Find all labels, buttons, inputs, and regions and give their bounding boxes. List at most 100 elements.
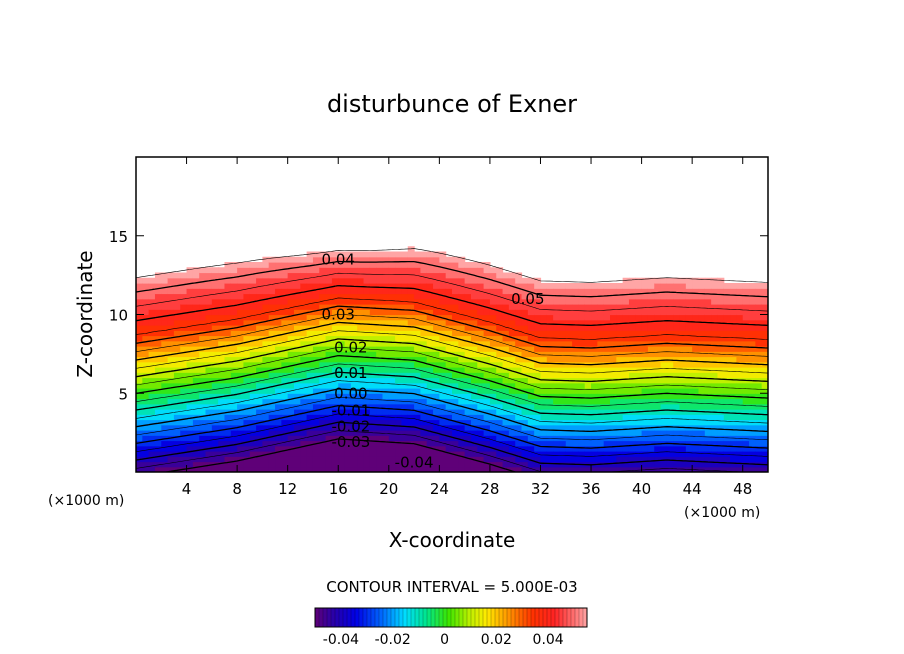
contour-cell [199,309,207,316]
contour-cell [572,325,579,331]
contour-cell [483,372,491,379]
contour-cell [761,424,768,431]
contour-cell [331,451,339,457]
contour-cell [433,304,440,310]
contour-cell [363,325,371,331]
contour-cell [401,393,409,400]
contour-cell [401,251,409,258]
contour-cell [635,304,643,310]
contour-cell [294,262,301,268]
contour-cell [635,393,643,400]
contour-cell [445,309,453,316]
contour-cell [559,288,567,295]
contour-cell [521,288,529,295]
contour-cell [666,398,674,405]
contour-cell [136,435,143,442]
contour-cell [338,346,346,352]
contour-cell [508,309,516,316]
contour-cell [464,435,472,442]
contour-cell [319,277,327,284]
contour-cell [325,304,333,310]
contour-cell [591,403,598,410]
contour-cell [192,377,200,384]
contour-cell [603,325,611,331]
contour-cell [382,409,390,415]
contour-cell [610,293,617,300]
contour-cell [350,346,358,352]
contour-cell [616,356,624,363]
contour-cell [508,304,516,310]
contour-cell [407,267,415,274]
contour-cell [654,461,662,468]
contour-cell [363,351,371,358]
contour-cell [230,314,238,321]
contour-cell [243,461,251,468]
contour-cell [306,361,314,368]
contour-cell [275,430,282,436]
contour-cell [464,267,472,274]
contour-cell [591,424,598,431]
contour-cell [192,367,200,373]
contour-cell [679,309,687,316]
contour-cell [692,340,700,347]
colorbar-frame [314,607,588,628]
contour-cell [452,262,459,268]
contour-cell [237,262,245,268]
contour-cell [755,288,763,295]
colorbar-cell [523,608,528,627]
contour-cell [749,414,756,421]
contour-cell [502,435,510,442]
contour-cell [161,393,169,400]
contour-cell [553,330,561,337]
contour-cell [205,456,213,463]
contour-cell [439,393,447,400]
contour-cell [275,283,282,289]
contour-cell [357,445,365,452]
contour-cell [363,304,371,310]
contour-cell [230,309,238,316]
contour-cell [698,340,706,347]
contour-cell [527,424,535,431]
contour-cell [553,298,561,305]
contour-cell [401,430,409,436]
contour-cell [610,424,617,431]
contour-cell [433,262,440,268]
contour-cell [584,351,592,358]
contour-cell [515,277,523,284]
contour-cell [154,330,162,337]
contour-cell [281,351,289,358]
contour-cell [414,456,421,463]
contour-cell [464,414,472,421]
contour-cell [572,435,579,442]
contour-cell [723,445,731,452]
contour-cell [483,262,491,268]
contour-cell [698,377,706,384]
contour-cell [711,361,719,368]
contour-cell [477,309,485,316]
contour-cell [489,319,497,326]
contour-cell [376,424,384,431]
contour-cell [578,466,586,472]
contour-cell [610,340,617,347]
colorbar-cell [439,608,444,627]
contour-cell [635,461,643,468]
contour-cell [489,414,497,421]
contour-cell [154,414,162,421]
contour-cell [420,445,428,452]
contour-cell [584,377,592,384]
contour-cell [161,382,169,389]
contour-cell [243,283,251,289]
contour-cell [452,461,459,468]
contour-cell [755,367,763,373]
contour-cell [610,440,617,447]
contour-cell [521,377,529,384]
contour-cell [578,403,586,410]
contour-cell [679,319,687,326]
contour-cell [401,293,409,300]
contour-cell [331,435,339,442]
contour-cell [527,351,535,358]
contour-cell [173,277,181,284]
contour-cell [527,314,535,321]
contour-cell [256,382,263,389]
contour-cell [180,325,188,331]
